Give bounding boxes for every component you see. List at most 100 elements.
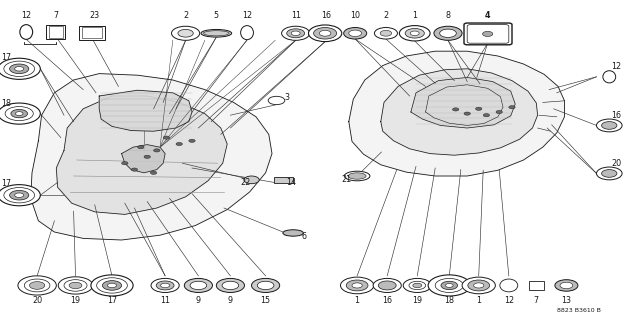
Circle shape [282,26,310,40]
Circle shape [161,283,170,288]
Text: 1: 1 [476,296,481,305]
Polygon shape [349,51,564,176]
Circle shape [58,277,93,294]
Circle shape [441,281,458,290]
Circle shape [24,279,50,292]
Circle shape [144,155,150,158]
Circle shape [476,107,482,110]
Bar [274,177,293,183]
Circle shape [560,282,573,289]
Circle shape [15,67,24,71]
Text: 12: 12 [611,62,621,71]
Circle shape [163,136,170,139]
Circle shape [452,108,459,111]
Text: 22: 22 [241,178,251,187]
Circle shape [464,112,470,115]
Text: 19: 19 [412,296,422,305]
Ellipse shape [283,230,303,236]
Circle shape [373,278,401,292]
Text: 17: 17 [1,180,12,188]
Circle shape [69,282,82,289]
Circle shape [308,25,342,42]
Circle shape [428,275,470,296]
Circle shape [97,278,127,293]
Circle shape [291,31,300,36]
Text: 14: 14 [286,178,296,187]
Text: 16: 16 [382,296,392,305]
Circle shape [346,280,368,291]
Ellipse shape [603,71,616,83]
Text: 7: 7 [534,296,539,305]
Circle shape [409,281,426,290]
Circle shape [64,280,87,291]
FancyBboxPatch shape [464,23,512,45]
Circle shape [349,30,362,36]
Text: 17: 17 [107,296,117,305]
Circle shape [413,283,422,288]
Circle shape [5,107,33,121]
Text: 4: 4 [485,11,490,20]
Circle shape [555,280,578,291]
Circle shape [150,171,157,174]
Circle shape [154,149,160,152]
Text: 18: 18 [1,99,12,108]
Text: 18: 18 [444,296,454,305]
Circle shape [102,281,122,290]
Bar [46,25,65,39]
Circle shape [138,146,144,149]
Bar [79,26,105,40]
Circle shape [91,275,133,296]
Circle shape [15,112,23,116]
Circle shape [314,28,337,39]
Circle shape [378,281,396,290]
Circle shape [10,64,29,74]
Circle shape [374,28,397,39]
Circle shape [434,26,462,40]
Circle shape [405,28,424,38]
Circle shape [352,283,362,288]
Text: 11: 11 [291,11,301,20]
Circle shape [468,280,490,291]
Circle shape [172,26,200,40]
Circle shape [18,276,56,295]
Circle shape [403,278,431,292]
Text: 12: 12 [504,296,514,305]
Text: 16: 16 [611,111,621,120]
Circle shape [176,142,182,146]
Circle shape [0,103,40,124]
Circle shape [602,170,617,177]
Text: 12: 12 [242,11,252,20]
Text: 5: 5 [214,11,219,20]
Polygon shape [381,69,538,155]
Polygon shape [411,77,515,128]
Text: 15: 15 [260,296,271,305]
Text: 9: 9 [196,296,201,305]
Circle shape [509,106,515,109]
Text: 9: 9 [228,296,233,305]
Polygon shape [122,145,165,173]
Circle shape [602,122,617,129]
Ellipse shape [241,26,253,40]
Circle shape [399,26,430,41]
Text: 7: 7 [54,12,59,20]
Text: 10: 10 [350,11,360,20]
Circle shape [15,193,24,197]
Text: 11: 11 [160,296,170,305]
Text: 3: 3 [284,93,289,102]
Polygon shape [99,90,192,131]
Ellipse shape [348,173,366,179]
Circle shape [151,278,179,292]
Text: 13: 13 [561,296,572,305]
Circle shape [244,176,259,184]
Circle shape [445,284,453,287]
Ellipse shape [500,279,518,292]
Circle shape [380,30,392,36]
Ellipse shape [344,171,370,181]
Circle shape [11,109,28,118]
Circle shape [184,278,212,292]
Text: 8: 8 [445,11,451,20]
Circle shape [190,281,207,290]
Circle shape [268,96,285,105]
Circle shape [108,283,116,288]
Circle shape [216,278,244,292]
